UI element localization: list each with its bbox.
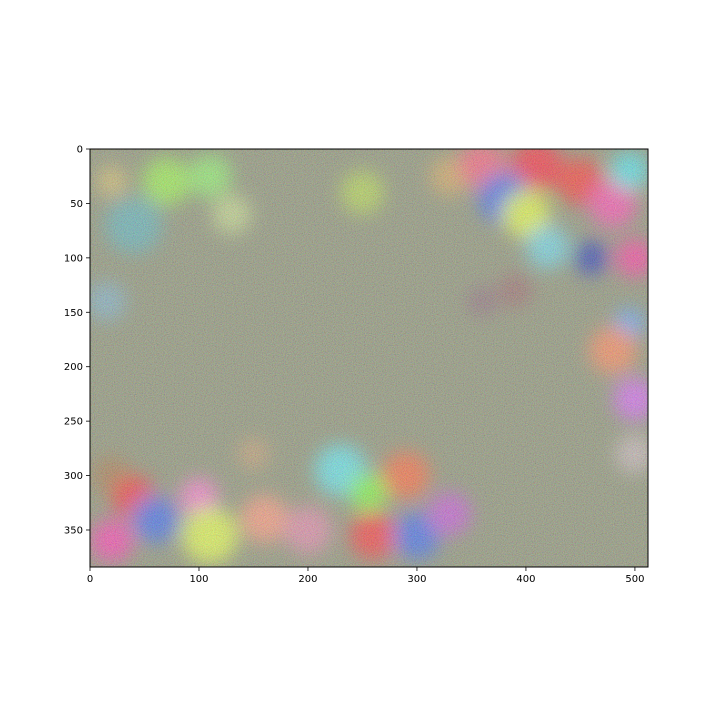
x-tick-label: 0 [87,574,93,585]
plot-area [90,149,648,567]
y-tick-label: 0 [77,145,83,156]
y-tick-label: 200 [64,362,83,373]
x-tick-label: 300 [407,574,426,585]
y-tick-label: 300 [64,471,83,482]
y-tick-label: 350 [64,525,83,536]
noise-overlay [90,149,648,567]
y-tick-label: 100 [64,253,83,264]
x-tick-label: 500 [625,574,644,585]
x-tick-label: 100 [189,574,208,585]
y-axis: 0 50 100 150 200 250 300 350 [64,145,90,536]
axes-frame [89,148,649,568]
y-tick-label: 250 [64,417,83,428]
x-axis: 0 100 200 300 400 500 [87,567,644,585]
x-tick-label: 200 [298,574,317,585]
x-tick-label: 400 [516,574,535,585]
y-tick-label: 50 [70,199,83,210]
y-tick-label: 150 [64,308,83,319]
